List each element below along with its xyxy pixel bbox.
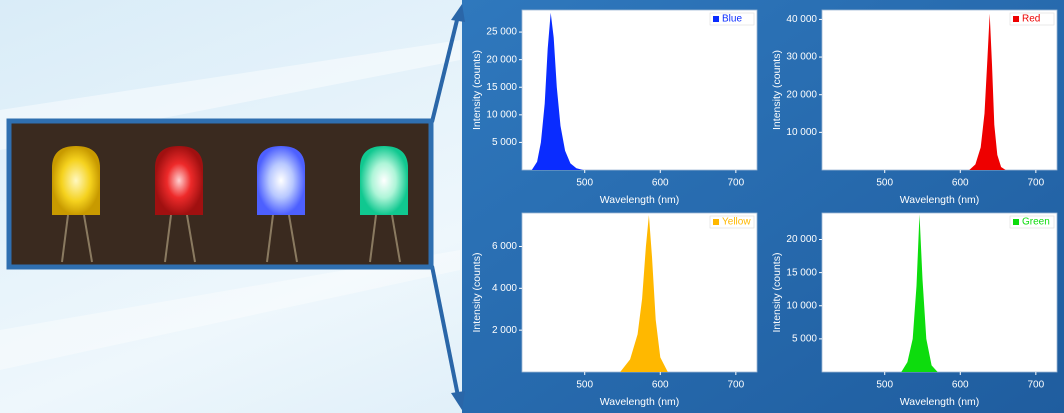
x-tick-label: 500 xyxy=(576,178,593,189)
y-tick-label: 40 000 xyxy=(786,14,817,25)
y-tick-label: 2 000 xyxy=(492,325,517,336)
y-tick-label: 5 000 xyxy=(492,137,517,148)
x-axis-title: Wavelength (nm) xyxy=(900,194,980,206)
legend-label: Yellow xyxy=(722,217,751,228)
legend-label: Blue xyxy=(722,14,742,25)
y-tick-label: 30 000 xyxy=(786,52,817,63)
y-tick-label: 15 000 xyxy=(486,82,517,93)
y-tick-label: 20 000 xyxy=(786,89,817,100)
x-axis-title: Wavelength (nm) xyxy=(600,396,680,408)
y-tick-label: 6 000 xyxy=(492,241,517,252)
x-tick-label: 700 xyxy=(727,380,744,391)
x-tick-label: 600 xyxy=(652,178,669,189)
legend-swatch xyxy=(713,219,719,225)
x-tick-label: 700 xyxy=(1027,178,1044,189)
legend-label: Green xyxy=(1022,217,1050,228)
page: {"chart_data": [ {"type": "area", "x_lab… xyxy=(0,0,1064,413)
legend-swatch xyxy=(713,16,719,22)
plot-area xyxy=(822,213,1057,372)
legend-label: Red xyxy=(1022,14,1040,25)
led-red xyxy=(155,146,203,215)
y-axis-title: Intensity (counts) xyxy=(771,50,783,130)
led-green xyxy=(360,146,408,215)
y-tick-label: 25 000 xyxy=(486,27,517,38)
y-tick-label: 10 000 xyxy=(786,300,817,311)
y-tick-label: 5 000 xyxy=(792,334,817,345)
y-tick-label: 10 000 xyxy=(786,127,817,138)
x-tick-label: 700 xyxy=(1027,380,1044,391)
plot-area xyxy=(822,10,1057,170)
x-tick-label: 700 xyxy=(727,178,744,189)
y-tick-label: 4 000 xyxy=(492,283,517,294)
legend-swatch xyxy=(1013,219,1019,225)
x-tick-label: 600 xyxy=(652,380,669,391)
x-tick-label: 500 xyxy=(576,380,593,391)
legend-swatch xyxy=(1013,16,1019,22)
y-tick-label: 20 000 xyxy=(786,234,817,245)
y-tick-label: 20 000 xyxy=(486,54,517,65)
x-axis-title: Wavelength (nm) xyxy=(900,396,980,408)
x-tick-label: 600 xyxy=(952,178,969,189)
x-tick-label: 600 xyxy=(952,380,969,391)
y-axis-title: Intensity (counts) xyxy=(771,253,783,333)
y-tick-label: 10 000 xyxy=(486,109,517,120)
x-tick-label: 500 xyxy=(876,380,893,391)
y-axis-title: Intensity (counts) xyxy=(471,253,483,333)
figure: 5 000 10 000 15 000 20 000 25 000 500 600 700 Wa… xyxy=(0,0,1064,413)
led-yellow xyxy=(52,146,100,215)
led-blue xyxy=(257,146,305,215)
y-tick-label: 15 000 xyxy=(786,267,817,278)
x-tick-label: 500 xyxy=(876,178,893,189)
y-axis-title: Intensity (counts) xyxy=(471,50,483,130)
x-axis-title: Wavelength (nm) xyxy=(600,194,680,206)
led-photo xyxy=(9,121,431,267)
